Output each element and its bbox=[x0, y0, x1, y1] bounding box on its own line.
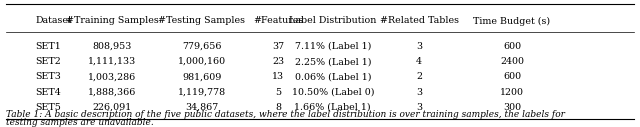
Text: 37: 37 bbox=[273, 42, 284, 51]
Text: #Training Samples: #Training Samples bbox=[66, 17, 158, 25]
Text: 808,953: 808,953 bbox=[92, 42, 132, 51]
Text: 1,119,778: 1,119,778 bbox=[177, 88, 226, 97]
Text: SET5: SET5 bbox=[35, 103, 61, 112]
Text: 8: 8 bbox=[275, 103, 282, 112]
Text: 0.06% (Label 1): 0.06% (Label 1) bbox=[294, 72, 371, 81]
Text: 2400: 2400 bbox=[500, 57, 524, 66]
Text: 779,656: 779,656 bbox=[182, 42, 221, 51]
Text: Dataset: Dataset bbox=[35, 17, 72, 25]
Text: 300: 300 bbox=[503, 103, 521, 112]
Text: 1.66% (Label 1): 1.66% (Label 1) bbox=[294, 103, 371, 112]
Text: testing samples are unavailable.: testing samples are unavailable. bbox=[6, 118, 154, 127]
Text: #Features: #Features bbox=[253, 17, 303, 25]
Text: 3: 3 bbox=[416, 88, 422, 97]
Text: #Testing Samples: #Testing Samples bbox=[158, 17, 245, 25]
Text: 2: 2 bbox=[416, 72, 422, 81]
Text: Label Distribution: Label Distribution bbox=[289, 17, 376, 25]
Text: 10.50% (Label 0): 10.50% (Label 0) bbox=[292, 88, 374, 97]
Text: 7.11% (Label 1): 7.11% (Label 1) bbox=[294, 42, 371, 51]
Text: 1,888,366: 1,888,366 bbox=[88, 88, 136, 97]
Text: 1,000,160: 1,000,160 bbox=[177, 57, 226, 66]
Text: SET3: SET3 bbox=[35, 72, 61, 81]
Text: 13: 13 bbox=[273, 72, 284, 81]
Text: 981,609: 981,609 bbox=[182, 72, 221, 81]
Text: 1,111,133: 1,111,133 bbox=[88, 57, 136, 66]
Text: SET1: SET1 bbox=[35, 42, 61, 51]
Text: Table 1: A basic description of the five public datasets, where the label distri: Table 1: A basic description of the five… bbox=[6, 110, 565, 119]
Text: 3: 3 bbox=[416, 42, 422, 51]
Text: 34,867: 34,867 bbox=[185, 103, 218, 112]
Text: 23: 23 bbox=[273, 57, 284, 66]
Text: 1,003,286: 1,003,286 bbox=[88, 72, 136, 81]
Text: 600: 600 bbox=[503, 72, 521, 81]
Text: 3: 3 bbox=[416, 103, 422, 112]
Text: SET4: SET4 bbox=[35, 88, 61, 97]
Text: 600: 600 bbox=[503, 42, 521, 51]
Text: 226,091: 226,091 bbox=[92, 103, 132, 112]
Text: SET2: SET2 bbox=[35, 57, 61, 66]
Text: #Related Tables: #Related Tables bbox=[380, 17, 459, 25]
Text: 5: 5 bbox=[275, 88, 282, 97]
Text: 4: 4 bbox=[416, 57, 422, 66]
Text: 2.25% (Label 1): 2.25% (Label 1) bbox=[294, 57, 371, 66]
Text: 1200: 1200 bbox=[500, 88, 524, 97]
Text: Time Budget (s): Time Budget (s) bbox=[474, 16, 550, 26]
